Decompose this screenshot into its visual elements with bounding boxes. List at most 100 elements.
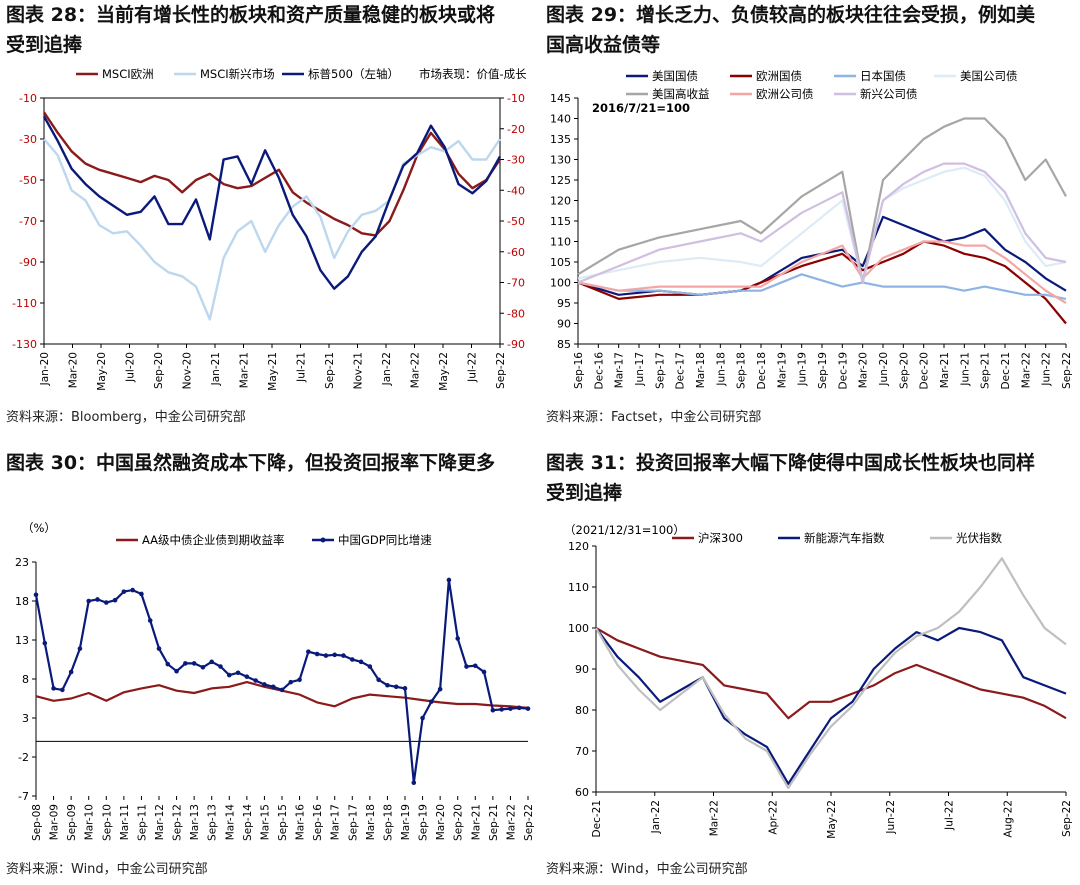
figure-29-panel: 图表 29：增长乏力、负债较高的板块往往会受损，例如美 国高收益债等 85 90 9…: [546, 0, 1076, 430]
x-tick-label: Jul-22: [467, 352, 479, 383]
series-marker: [508, 706, 513, 711]
legend-label: 美国高收益: [652, 87, 710, 101]
y-tick-label: 60: [575, 786, 589, 799]
series-marker: [121, 589, 127, 594]
series-line-0: [577, 215, 1067, 296]
series-marker: [332, 652, 338, 658]
legend-label: 新兴公司债: [860, 87, 918, 101]
y-right-tick-label: -10: [507, 92, 525, 105]
y-tick-label: 90: [575, 663, 589, 676]
series-line-5: [577, 240, 1067, 304]
x-tick-label: Jul-22: [944, 800, 956, 831]
series-marker: [112, 597, 118, 603]
series-line-1: [34, 578, 529, 784]
series-marker: [191, 661, 197, 666]
figure-31-title-line2: 受到追捧: [546, 482, 623, 504]
y-tick-label: 3: [22, 712, 29, 725]
x-tick-label: Jun-17: [634, 352, 646, 387]
y-unit-label: （%）: [22, 521, 56, 535]
chart-annotation: 2016/7/21=100: [592, 101, 690, 115]
series-marker: [297, 677, 302, 683]
x-tick-label: Sep-18: [382, 804, 394, 841]
x-tick-label: Mar-09: [49, 804, 61, 840]
figure-28-title-line2: 受到追捧: [6, 34, 83, 56]
series-marker: [516, 705, 522, 711]
x-tick-label: Sep-19: [418, 804, 430, 841]
series-marker: [464, 664, 469, 669]
x-tick-label: Dec-20: [919, 352, 931, 389]
series-marker: [147, 618, 153, 623]
y-tick-label: 115: [550, 215, 571, 228]
figure-30-panel: 图表 30：中国虽然融资成本下降，但投资回报率下降更多 -7 -2 3 8 13 18 23…: [6, 448, 536, 880]
series-marker: [306, 649, 311, 654]
series-marker: [420, 715, 425, 721]
y-tick-label: -110: [12, 297, 37, 310]
x-tick-label: Jul-21: [296, 352, 308, 383]
legend-label: 欧洲公司债: [756, 87, 814, 101]
x-tick-label: Sep-08: [31, 804, 43, 841]
y-tick-label: 18: [15, 595, 29, 608]
series-line-6: [577, 162, 1067, 284]
series-marker: [490, 707, 496, 713]
x-tick-label: Mar-11: [119, 804, 131, 840]
x-tick-label: Mar-19: [400, 804, 412, 840]
x-tick-label: Mar-18: [365, 804, 377, 840]
x-tick-label: Dec-21: [591, 800, 603, 837]
x-tick-label: Sep-21: [324, 352, 336, 389]
series-marker: [60, 687, 65, 693]
series-line-0: [43, 111, 501, 237]
y-tick-label: -30: [19, 133, 37, 146]
x-tick-label: Sep-12: [172, 804, 184, 841]
series-marker: [139, 591, 144, 597]
x-tick-label: Mar-19: [776, 352, 788, 388]
x-tick-label: Sep-21: [488, 804, 500, 841]
series-line-0: [35, 681, 529, 709]
x-tick-label: Mar-22: [505, 804, 517, 840]
legend-label: 新能源汽车指数: [804, 531, 885, 545]
y-tick-label: 100: [568, 622, 589, 635]
y-tick-label: -90: [19, 256, 37, 269]
series-marker: [279, 687, 285, 693]
legend-label: AA级中债企业债到期收益率: [142, 533, 285, 547]
y-tick-label: -50: [19, 174, 37, 187]
y-tick-label: 80: [575, 704, 589, 717]
series-marker: [165, 661, 171, 667]
figure-29-chart: 85 90 95 100 105 110 115 120 125 130 135 140 145 Sep-…: [550, 69, 1073, 389]
legend-label: MSCI新兴市场: [200, 67, 275, 81]
figure-31-title-line1: 图表 31：投资回报率大幅下降使得中国成长性板块也同样: [546, 452, 1036, 474]
x-tick-label: Mar-20: [68, 352, 80, 388]
series-marker: [86, 598, 92, 604]
y-tick-label: 85: [557, 338, 571, 351]
x-tick-label: Mar-10: [84, 804, 96, 840]
series-marker: [209, 659, 215, 665]
x-tick-label: Sep-21: [980, 352, 992, 389]
figure-31-panel: 图表 31：投资回报率大幅下降使得中国成长性板块也同样 受到追捧 60 70 80 9…: [546, 448, 1076, 880]
x-tick-label: Mar-20: [858, 352, 870, 388]
x-tick-label: Sep-13: [207, 804, 219, 841]
series-marker: [288, 679, 294, 685]
x-tick-label: Jan-22: [381, 352, 393, 386]
series-marker: [68, 669, 74, 675]
figure-29-title-line1: 图表 29：增长乏力、负债较高的板块往往会受损，例如美: [546, 4, 1036, 26]
y-tick-label: 8: [22, 673, 29, 686]
y-tick-label: 13: [15, 634, 29, 647]
x-tick-label: Mar-22: [709, 800, 721, 836]
series-marker: [174, 668, 179, 674]
series-marker: [218, 664, 223, 669]
y-tick-label: 105: [550, 256, 571, 269]
series-line-1: [43, 138, 501, 321]
legend-label: 美国国债: [652, 69, 698, 83]
x-tick-label: Mar-21: [239, 352, 251, 388]
x-tick-label: Sep-17: [654, 352, 666, 389]
x-tick-label: Sep-15: [277, 804, 289, 841]
y-tick-label: 23: [15, 556, 29, 569]
x-tick-label: Mar-12: [154, 804, 166, 840]
x-tick-label: Sep-22: [1061, 800, 1073, 837]
x-tick-label: Sep-19: [817, 352, 829, 389]
y-right-tick-label: -90: [507, 338, 525, 351]
series-marker: [341, 653, 346, 658]
x-tick-label: Sep-22: [1061, 352, 1073, 389]
series-marker: [455, 636, 461, 641]
x-tick-label: Jun-19: [797, 352, 809, 387]
figure-31-source: 资料来源：Wind，中金公司研究部: [546, 862, 748, 877]
